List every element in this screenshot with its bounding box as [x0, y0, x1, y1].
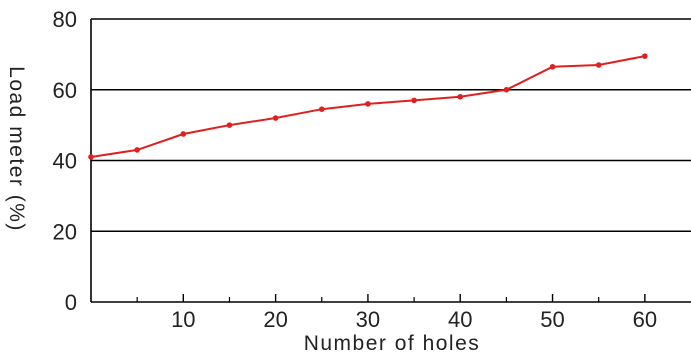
data-point: [549, 63, 556, 70]
x-tick-label: 50: [540, 307, 564, 332]
x-tick-label: 10: [171, 307, 195, 332]
y-axis-title: Load meter (%): [5, 66, 28, 232]
data-point: [595, 62, 602, 68]
x-tick-label: 40: [448, 307, 472, 332]
data-point: [226, 122, 233, 128]
data-point: [88, 154, 94, 160]
data-point: [134, 147, 140, 153]
data-point: [411, 97, 417, 104]
y-tick-label: 40: [53, 149, 77, 174]
ticks: 0 20 40 60 80 10 20 30 40 50 60: [53, 7, 658, 332]
data-point: [272, 115, 279, 121]
y-tick-label: 0: [65, 290, 77, 315]
data-point: [318, 106, 325, 113]
y-tick-label: 80: [53, 7, 77, 32]
data-point: [503, 86, 510, 93]
data-point: [365, 101, 371, 107]
y-tick-label: 20: [53, 219, 77, 244]
data-point: [457, 94, 464, 100]
series-group: [88, 53, 648, 160]
x-tick-label: 60: [633, 307, 657, 332]
x-tick-label: 30: [356, 307, 380, 332]
y-tick-label: 60: [53, 78, 77, 103]
data-point: [642, 53, 648, 59]
data-point: [180, 131, 187, 137]
axes: [90, 19, 691, 303]
x-tick-label: 20: [263, 307, 287, 332]
grid-lines: [91, 18, 691, 233]
x-axis-title: Number of holes: [304, 332, 481, 353]
